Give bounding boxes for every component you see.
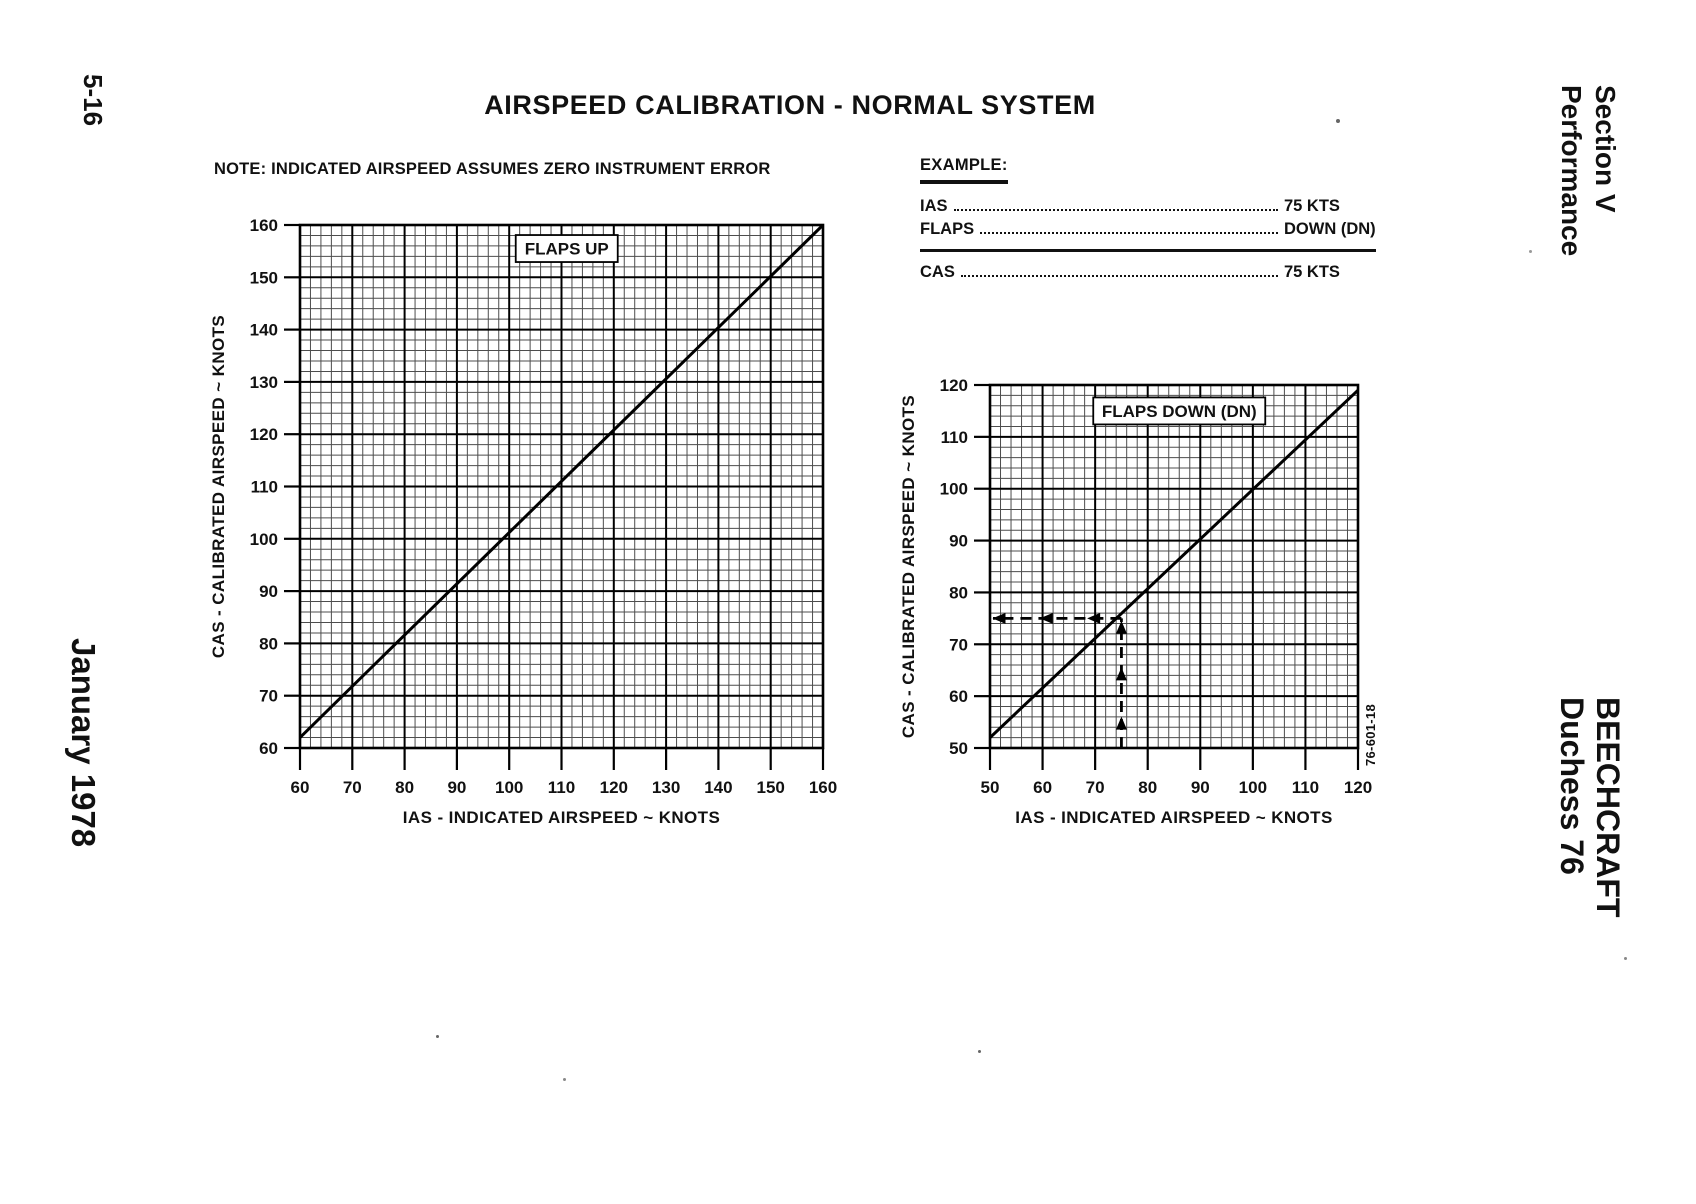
y-tick-label: 110 bbox=[941, 428, 968, 447]
section-header: Section V Performance bbox=[1554, 85, 1622, 256]
scan-speck bbox=[978, 1050, 981, 1053]
brand-footer-line2: Duchess 76 bbox=[1554, 697, 1590, 875]
up-arrow-icon bbox=[1115, 620, 1127, 634]
instrument-error-note: NOTE: INDICATED AIRSPEED ASSUMES ZERO IN… bbox=[214, 160, 771, 178]
x-tick-label: 90 bbox=[1191, 778, 1210, 797]
example-row-flaps: FLAPS DOWN (DN) bbox=[920, 218, 1396, 241]
x-tick-label: 130 bbox=[652, 778, 680, 797]
x-tick-label: 110 bbox=[1292, 778, 1319, 797]
issue-date: January 1978 bbox=[65, 638, 102, 848]
example-result-value: 75 KTS bbox=[1284, 262, 1340, 281]
y-axis-label: CAS - CALIBRATED AIRSPEED ~ KNOTS bbox=[209, 315, 228, 658]
example-row-ias: IAS 75 KTS bbox=[920, 195, 1396, 218]
y-tick-label: 70 bbox=[949, 635, 968, 654]
x-tick-label: 60 bbox=[291, 778, 310, 797]
up-arrow-icon bbox=[1115, 667, 1127, 681]
left-arrow-icon bbox=[1039, 612, 1053, 624]
example-row-label: FLAPS bbox=[920, 219, 975, 238]
x-tick-label: 160 bbox=[809, 778, 837, 797]
x-tick-label: 100 bbox=[495, 778, 523, 797]
y-tick-label: 150 bbox=[250, 268, 278, 287]
y-axis-label: CAS - CALIBRATED AIRSPEED ~ KNOTS bbox=[900, 395, 918, 738]
scan-speck bbox=[563, 1078, 566, 1081]
example-heading-underline bbox=[920, 180, 1008, 184]
chart-title: FLAPS DOWN (DN) bbox=[1102, 402, 1257, 421]
flaps-up-chart: 60 70 80 90 100 110 120 130 140 150 160 60 70 80 90 100… bbox=[209, 216, 838, 827]
flaps-down-chart: 50 60 70 80 90 100 110 120 50 60 70 80 90 100 110 120 IA… bbox=[900, 376, 1373, 827]
flaps-label-box bbox=[1092, 396, 1267, 426]
example-row-value: 75 KTS bbox=[1284, 196, 1340, 215]
y-tick-label: 110 bbox=[251, 478, 278, 497]
calibration-line bbox=[988, 389, 1360, 739]
x-tick-label: 60 bbox=[1033, 778, 1052, 797]
axes: 50 60 70 80 90 100 110 120 50 60 70 80 90 100 110 120 bbox=[940, 376, 1373, 797]
page-title: AIRSPEED CALIBRATION - NORMAL SYSTEM bbox=[484, 90, 1096, 120]
example-divider bbox=[920, 248, 1376, 252]
scan-speck bbox=[1624, 957, 1627, 960]
y-tick-label: 120 bbox=[940, 376, 968, 395]
y-tick-label: 60 bbox=[259, 739, 278, 758]
y-tick-label: 60 bbox=[949, 687, 968, 706]
up-arrow-icon bbox=[1115, 716, 1127, 730]
left-arrow-icon bbox=[1087, 612, 1101, 624]
y-tick-label: 90 bbox=[949, 532, 968, 551]
calibration-line bbox=[298, 223, 825, 739]
example-result-label: CAS bbox=[920, 262, 955, 281]
brand-footer: BEECHCRAFT Duchess 76 bbox=[1554, 697, 1626, 917]
y-tick-label: 90 bbox=[259, 582, 278, 601]
y-tick-label: 140 bbox=[250, 321, 278, 340]
y-tick-label: 80 bbox=[949, 583, 968, 602]
example-panel: EXAMPLE: IAS 75 KTS FLAPS DOWN (DN) CAS … bbox=[920, 156, 1396, 284]
example-row-label: IAS bbox=[920, 196, 948, 215]
y-tick-label: 130 bbox=[250, 373, 278, 392]
scan-speck bbox=[436, 1035, 439, 1038]
x-tick-label: 120 bbox=[1344, 778, 1372, 797]
y-tick-label: 100 bbox=[250, 530, 278, 549]
x-tick-label: 120 bbox=[600, 778, 628, 797]
y-tick-label: 120 bbox=[250, 425, 278, 444]
section-header-line1: Section V bbox=[1590, 85, 1621, 213]
flaps-label-box bbox=[514, 234, 619, 263]
dot-leader bbox=[953, 208, 1278, 211]
scan-speck bbox=[1529, 250, 1532, 253]
axes: 60 70 80 90 100 110 120 130 140 150 160 60 70 80 90 100… bbox=[250, 216, 838, 797]
example-row-value: DOWN (DN) bbox=[1284, 219, 1376, 238]
example-trace bbox=[992, 612, 1127, 748]
x-tick-label: 140 bbox=[704, 778, 732, 797]
x-axis-label: IAS - INDICATED AIRSPEED ~ KNOTS bbox=[1015, 808, 1332, 827]
x-tick-label: 80 bbox=[1138, 778, 1157, 797]
y-tick-label: 100 bbox=[940, 480, 968, 499]
scan-speck bbox=[1336, 119, 1340, 123]
dot-leader bbox=[980, 231, 1278, 234]
example-heading: EXAMPLE: bbox=[920, 156, 1008, 174]
x-tick-label: 70 bbox=[343, 778, 362, 797]
brand-footer-line1: BEECHCRAFT bbox=[1590, 697, 1626, 918]
page-number: 5-16 bbox=[78, 74, 108, 127]
left-arrow-icon bbox=[992, 612, 1006, 624]
x-tick-label: 150 bbox=[757, 778, 785, 797]
plot-border bbox=[988, 383, 1360, 750]
x-tick-label: 50 bbox=[981, 778, 1000, 797]
y-tick-label: 50 bbox=[949, 739, 968, 758]
x-tick-label: 80 bbox=[395, 778, 414, 797]
x-axis-label: IAS - INDICATED AIRSPEED ~ KNOTS bbox=[403, 808, 720, 827]
chart-title: FLAPS UP bbox=[525, 240, 609, 259]
y-tick-label: 70 bbox=[259, 687, 278, 706]
y-tick-label: 80 bbox=[259, 634, 278, 653]
y-tick-label: 160 bbox=[250, 216, 278, 235]
example-result-row: CAS 75 KTS bbox=[920, 261, 1396, 284]
section-header-line2: Performance bbox=[1556, 85, 1587, 257]
dot-leader bbox=[960, 274, 1278, 277]
grid bbox=[989, 384, 1359, 749]
x-tick-label: 90 bbox=[447, 778, 466, 797]
x-tick-label: 110 bbox=[548, 778, 575, 797]
x-tick-label: 100 bbox=[1239, 778, 1267, 797]
x-tick-label: 70 bbox=[1086, 778, 1105, 797]
